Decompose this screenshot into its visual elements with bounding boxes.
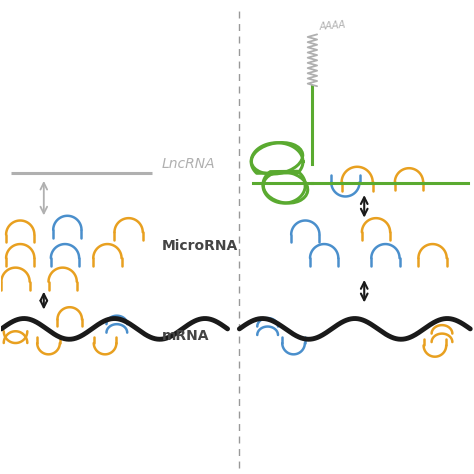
Text: MicroRNA: MicroRNA [162,239,238,254]
Text: AAAA: AAAA [319,20,346,32]
Text: LncRNA: LncRNA [162,157,215,171]
Text: mRNA: mRNA [162,329,209,343]
